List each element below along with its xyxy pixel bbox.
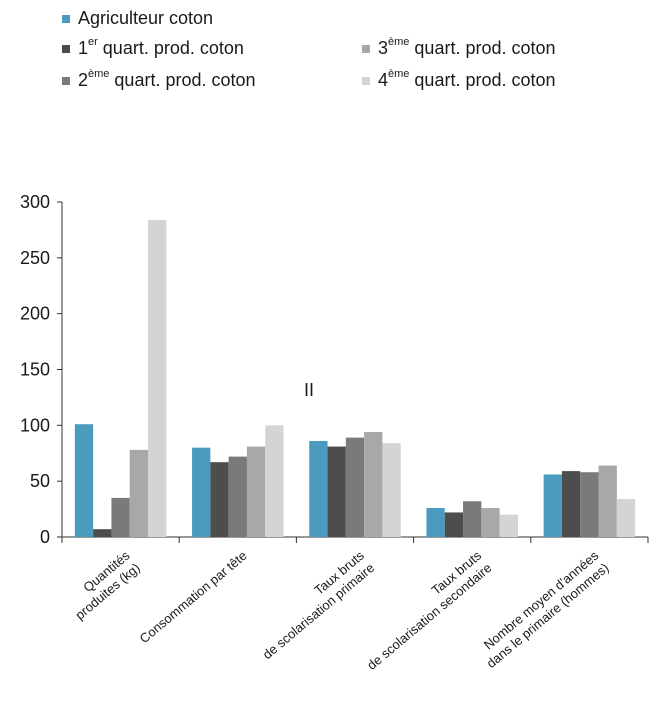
y-tick-label: 150	[20, 360, 50, 380]
y-tick-label: 0	[40, 527, 50, 547]
bar	[616, 499, 636, 537]
bar	[345, 437, 365, 537]
legend-swatch	[362, 76, 370, 85]
x-category-label: Quantitésproduites (kg)	[62, 547, 143, 622]
x-category-label: Consommation par tête	[137, 548, 250, 646]
bar	[148, 219, 167, 537]
bar	[246, 446, 266, 537]
bar	[129, 449, 149, 537]
x-category-label-line: Consommation par tête	[137, 548, 250, 646]
y-tick-label: 300	[20, 192, 50, 212]
legend-label: 2ème quart. prod. coton	[78, 68, 256, 91]
bar	[444, 512, 464, 537]
y-tick-label: 50	[30, 471, 50, 491]
bar	[192, 447, 211, 537]
bar	[499, 514, 518, 537]
legend-label: Agriculteur coton	[78, 8, 214, 28]
bar	[543, 474, 562, 537]
bar	[111, 497, 130, 537]
annotation-label: II	[304, 380, 315, 400]
bar	[463, 501, 482, 537]
x-category-label-line: de scolarisation primaire	[260, 560, 378, 662]
legend-item-q4: 4ème quart. prod. coton	[362, 68, 556, 91]
bar	[481, 507, 500, 537]
y-tick-label: 250	[20, 248, 50, 268]
bar	[580, 472, 599, 537]
legend-label: 3ème quart. prod. coton	[378, 36, 556, 59]
legend-label: 1er quart. prod. coton	[78, 36, 244, 59]
x-category-label-line: de scolarisation secondaire	[364, 560, 494, 673]
y-tick-label: 100	[20, 415, 50, 435]
x-category-label: Nombre moyen d'annéesdans le primaire (h…	[473, 547, 612, 670]
bar	[265, 425, 284, 537]
x-category-label-line: dans le primaire (hommes)	[484, 560, 612, 671]
bar	[228, 456, 247, 537]
legend-swatch	[62, 76, 70, 85]
y-tick-label: 200	[20, 304, 50, 324]
legend: Agriculteur coton 1er quart. prod. coton…	[0, 0, 650, 110]
legend-swatch	[62, 44, 70, 53]
legend-label: 4ème quart. prod. coton	[378, 68, 556, 91]
x-category-label-line: Nombre moyen d'années	[481, 547, 602, 652]
bar	[93, 529, 112, 537]
bar	[327, 446, 346, 537]
legend-swatch	[362, 44, 370, 53]
x-category-label: Taux brutsde scolarisation primaire	[249, 547, 377, 662]
legend-swatch	[62, 14, 70, 23]
legend-item-q1: 1er quart. prod. coton	[62, 36, 244, 59]
legend-item-q2: 2ème quart. prod. coton	[62, 68, 256, 91]
legend-item-agriculteur: Agriculteur coton	[62, 8, 213, 29]
bar	[74, 424, 94, 537]
x-category-label: Taux brutsde scolarisation secondaire	[354, 547, 495, 672]
bar	[382, 443, 401, 537]
bar	[210, 462, 229, 537]
legend-item-q3: 3ème quart. prod. coton	[362, 36, 556, 59]
bar	[309, 440, 328, 537]
bar	[561, 471, 581, 537]
bar	[364, 432, 383, 537]
bar	[598, 465, 617, 537]
bar	[426, 507, 445, 537]
